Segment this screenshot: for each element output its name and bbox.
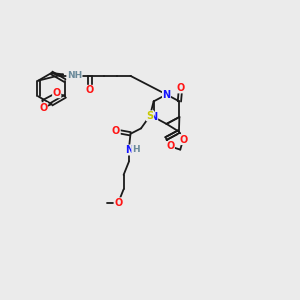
Text: H: H bbox=[132, 146, 140, 154]
Text: O: O bbox=[114, 198, 122, 208]
Text: O: O bbox=[176, 83, 185, 93]
Text: O: O bbox=[166, 142, 174, 152]
Text: O: O bbox=[112, 126, 120, 136]
Text: O: O bbox=[52, 88, 61, 98]
Text: S: S bbox=[146, 111, 154, 121]
Text: O: O bbox=[39, 103, 47, 113]
Text: O: O bbox=[179, 135, 187, 145]
Text: NH: NH bbox=[67, 71, 82, 80]
Text: N: N bbox=[162, 89, 171, 100]
Text: N: N bbox=[149, 112, 158, 122]
Text: O: O bbox=[86, 85, 94, 95]
Text: N: N bbox=[125, 145, 133, 155]
